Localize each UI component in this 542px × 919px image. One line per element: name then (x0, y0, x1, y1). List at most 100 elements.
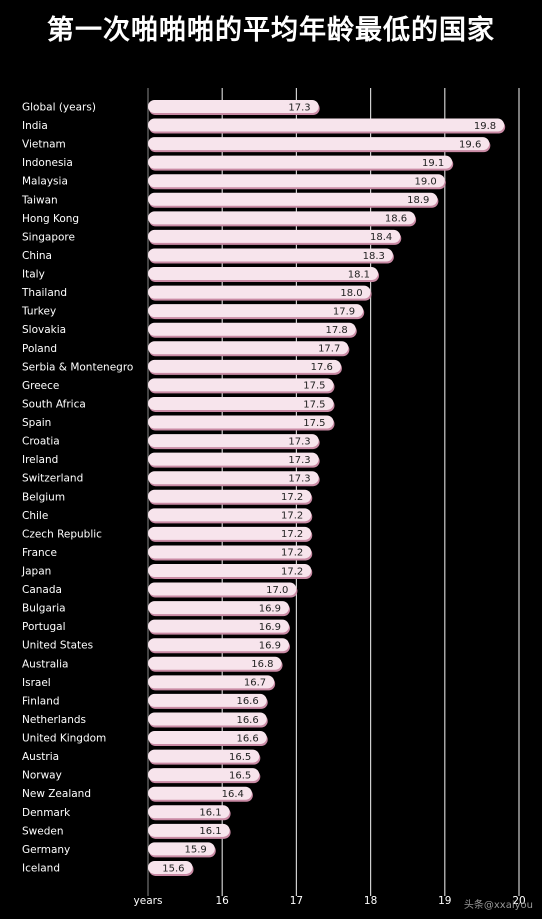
bar (148, 434, 319, 448)
value-label: 16.9 (259, 641, 281, 652)
value-label: 19.8 (474, 121, 496, 132)
bar (148, 526, 312, 540)
category-label: United Kingdom (22, 733, 106, 745)
bar (148, 656, 282, 670)
x-tick-label: 19 (438, 895, 451, 907)
category-label: Finland (22, 695, 60, 707)
category-label: Switzerland (22, 473, 83, 485)
bar (148, 805, 230, 819)
bar (148, 211, 416, 225)
value-label: 16.5 (229, 752, 251, 763)
value-label: 18.9 (407, 195, 429, 206)
value-label: 17.2 (281, 566, 303, 577)
bar (148, 842, 215, 856)
bar (148, 322, 356, 336)
category-label: Czech Republic (22, 528, 102, 540)
value-label: 16.6 (236, 696, 258, 707)
category-label: Croatia (22, 436, 60, 448)
category-label: Malaysia (22, 176, 68, 188)
value-label: 17.5 (303, 381, 325, 392)
value-label: 18.6 (385, 214, 407, 225)
category-label: Netherlands (22, 714, 86, 726)
bar (148, 359, 341, 373)
category-label: Belgium (22, 491, 65, 503)
category-label: Australia (22, 658, 68, 670)
value-label: 16.4 (222, 789, 244, 800)
category-label: Portugal (22, 621, 66, 633)
value-label: 17.6 (311, 362, 333, 373)
category-label: South Africa (22, 398, 86, 410)
value-label: 18.0 (340, 288, 362, 299)
bar (148, 396, 334, 410)
bar (148, 471, 319, 485)
bar (148, 378, 334, 392)
bar (148, 174, 445, 188)
chart-title: 第一次啪啪啪的平均年龄最低的国家 (47, 15, 495, 46)
category-label: Canada (22, 584, 62, 596)
value-label: 17.3 (288, 474, 310, 485)
category-label: United States (22, 640, 93, 652)
value-label: 17.9 (333, 306, 355, 317)
value-label: 19.1 (422, 158, 444, 169)
bar (148, 341, 349, 355)
watermark-text: 头条@xxaiyou (464, 898, 533, 911)
category-label: Italy (22, 269, 45, 281)
value-label: 15.9 (185, 845, 207, 856)
value-label: 16.9 (259, 622, 281, 633)
bar (148, 489, 312, 503)
category-label: New Zealand (22, 788, 91, 800)
bar (148, 675, 275, 689)
value-label: 17.2 (281, 492, 303, 503)
category-label: Taiwan (21, 194, 58, 206)
category-label: Denmark (22, 807, 71, 819)
category-label: Poland (22, 343, 57, 355)
value-label: 17.2 (281, 529, 303, 540)
bar (148, 415, 334, 429)
x-tick-label: 17 (290, 895, 303, 907)
bar (148, 860, 193, 874)
category-label: Bulgaria (22, 603, 66, 615)
x-tick-label: 20 (512, 895, 525, 907)
bar (148, 229, 401, 243)
bar (148, 749, 260, 763)
category-label: Germany (22, 844, 70, 856)
bar (148, 564, 312, 577)
value-label: 17.3 (288, 436, 310, 447)
category-label: Ireland (22, 454, 58, 466)
value-label: 18.1 (348, 269, 370, 280)
bar (148, 768, 260, 782)
category-label: Turkey (21, 306, 56, 318)
value-label: 16.1 (199, 808, 221, 819)
category-label: Greece (22, 380, 59, 392)
value-label: 17.2 (281, 511, 303, 522)
value-label: 16.8 (251, 659, 273, 670)
value-label: 19.0 (415, 177, 437, 188)
value-label: 17.7 (318, 344, 340, 355)
bar (148, 619, 289, 633)
category-label: Israel (22, 677, 51, 689)
category-label: Slovakia (22, 324, 66, 336)
value-label: 16.5 (229, 770, 251, 781)
x-tick-label: 16 (216, 895, 230, 907)
category-label: France (22, 547, 57, 559)
category-label: Austria (22, 751, 59, 763)
value-label: 17.3 (288, 455, 310, 466)
bar (148, 545, 312, 559)
bar (148, 731, 267, 745)
category-label: China (22, 250, 52, 262)
x-axis-label: years (134, 895, 163, 907)
category-label: Thailand (21, 287, 67, 299)
bar (148, 638, 289, 652)
value-label: 18.3 (363, 251, 385, 262)
bar (148, 582, 297, 596)
bar (148, 823, 230, 837)
category-label: Spain (22, 417, 51, 429)
value-label: 16.6 (236, 715, 258, 726)
bar (148, 100, 319, 113)
category-label: Iceland (22, 862, 60, 874)
value-label: 16.7 (244, 678, 266, 689)
bar (148, 137, 490, 151)
category-label: Singapore (22, 231, 75, 243)
x-tick-label: 18 (364, 895, 377, 907)
